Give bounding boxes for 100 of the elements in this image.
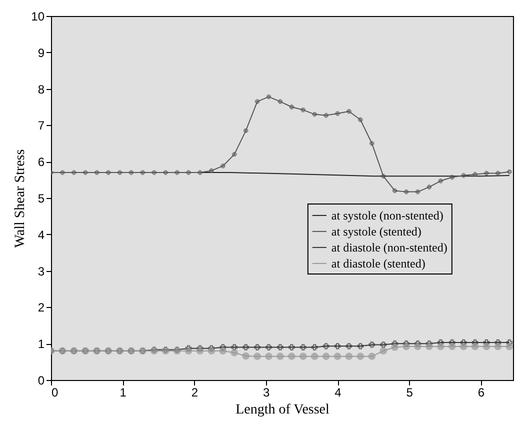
point [415,189,420,194]
point [106,170,111,175]
point [448,342,456,350]
point [186,170,191,175]
x-tick-label: 0 [52,386,58,400]
y-tick-label: 9 [38,46,45,60]
point [299,352,307,360]
point [392,188,398,194]
point [472,339,478,346]
point [358,117,363,122]
point [345,352,353,360]
point [322,343,330,350]
point [83,170,88,175]
point [449,339,456,346]
legend-label: at diastole (non-stented) [331,240,448,254]
point [484,170,489,176]
y-tick-label: 6 [38,155,45,170]
point [322,352,330,360]
y-tick-label: 7 [38,118,45,133]
point [402,342,410,350]
point [254,99,260,104]
point [494,339,502,346]
y-tick-label: 4 [38,228,45,242]
x-tick-label: 2 [191,386,198,400]
point [312,344,318,350]
point [334,352,342,360]
point [346,109,352,114]
point [266,344,272,350]
point [368,342,375,348]
point [94,170,100,175]
y-tick-label: 1 [38,337,45,352]
point [220,164,226,168]
point [72,170,76,175]
point [196,345,204,352]
y-tick-label: 3 [38,264,45,278]
x-tick-label: 6 [478,386,485,400]
point [506,342,513,350]
point [356,352,364,360]
point [244,128,248,133]
point [426,184,432,190]
point [450,174,454,180]
point [242,352,250,360]
point [334,343,341,350]
point [368,352,376,360]
point [381,174,386,178]
point [220,344,226,350]
point [357,343,364,350]
line-series [51,94,512,194]
point [472,172,478,177]
legend-label: at diastole (stented) [331,256,426,270]
point [461,173,466,178]
y-tick-label: 0 [38,374,45,388]
point [346,343,352,350]
point [163,170,168,175]
point [426,340,432,347]
x-tick-label: 1 [120,386,127,400]
point [140,170,146,175]
y-tick-label: 10 [31,10,45,24]
point [300,108,306,112]
y-tick-label: 5 [38,192,45,206]
point [403,340,410,347]
y-tick-label: 2 [38,300,45,315]
point [184,347,192,355]
x-axis-title: Length of Vessel [236,402,330,418]
point [288,344,295,350]
point [278,99,283,104]
point [232,152,237,157]
point [496,170,500,176]
point [219,347,227,355]
x-tick-label: 3 [263,386,270,400]
point [230,349,238,356]
point [209,168,214,174]
point [289,104,294,110]
point [335,111,340,116]
point [277,344,284,350]
point [460,342,468,350]
point [60,170,65,175]
point [300,344,306,350]
point [117,170,122,175]
point [507,169,512,174]
point [436,342,444,350]
point [414,340,421,347]
point [185,345,192,352]
point [231,344,238,350]
point [312,112,317,117]
point [208,347,216,355]
point [242,344,249,350]
x-tick-label: 5 [406,386,414,400]
point [208,345,215,352]
x-tick-label: 4 [334,386,342,400]
point [174,170,180,175]
point [494,342,502,350]
point [254,344,260,350]
point [391,344,398,351]
y-axis-title: Wall Shear Stress [13,149,28,248]
point [310,352,318,360]
point [483,339,490,346]
point [276,352,284,360]
point [380,342,386,348]
point [460,339,467,346]
